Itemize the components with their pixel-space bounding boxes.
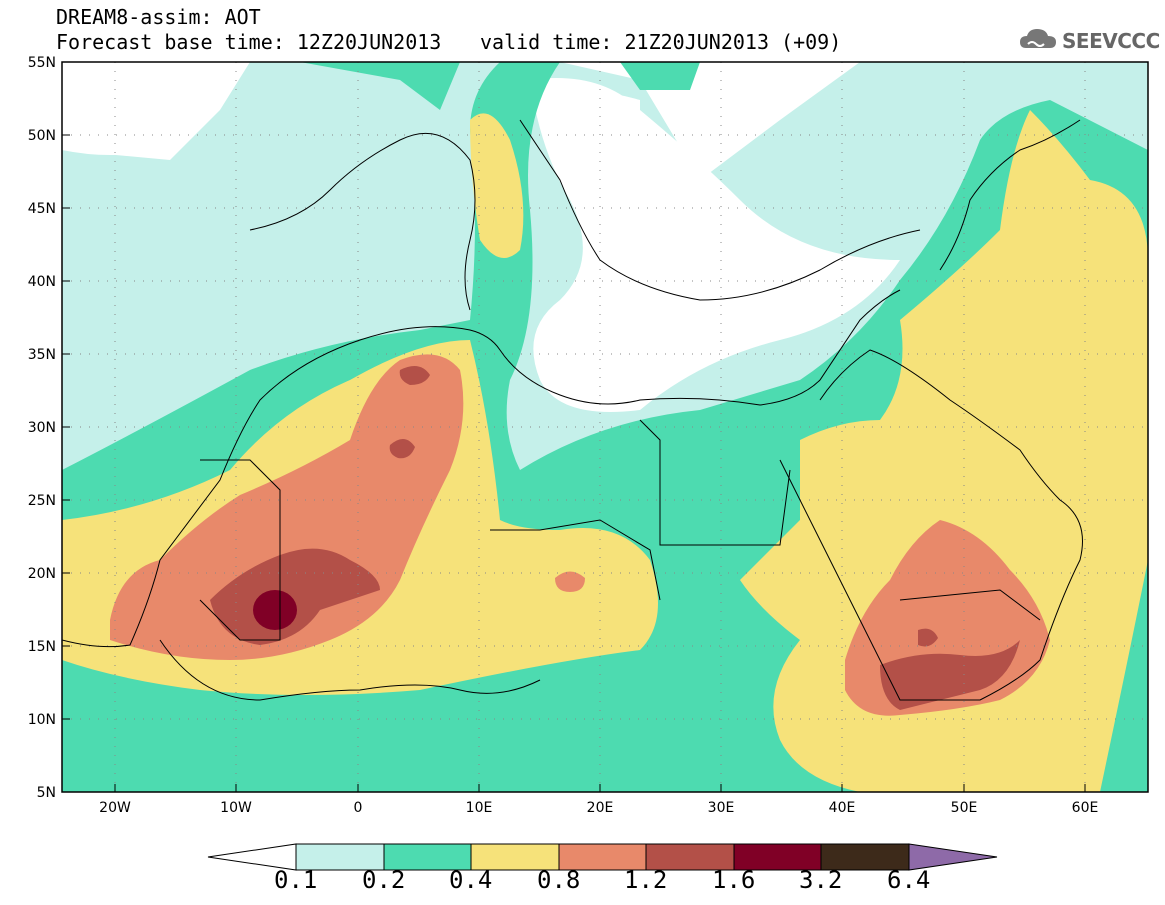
- lat-label: 35N: [28, 347, 56, 363]
- lon-label: 20W: [99, 800, 131, 816]
- colorbar-label: 1.2: [624, 866, 668, 894]
- lon-label: 60E: [1072, 800, 1099, 816]
- coastlines: [62, 119, 1083, 701]
- colorbar-label: 0.4: [449, 866, 493, 894]
- lat-label: 30N: [28, 420, 56, 436]
- lat-label: 25N: [28, 493, 56, 509]
- lon-label: 0: [354, 800, 363, 816]
- lon-label: 50E: [951, 800, 978, 816]
- logo-text: SEEVCCC: [1062, 29, 1160, 53]
- lat-label: 45N: [28, 201, 56, 217]
- colorbar-label: 6.4: [887, 866, 931, 894]
- lon-label: 40E: [829, 800, 856, 816]
- colorbar-segment: [295, 843, 385, 871]
- colorbar-segment: [383, 843, 472, 871]
- colorbar-label: 0.2: [362, 866, 406, 894]
- aot-contour-1.2: [210, 366, 1020, 710]
- colorbar-segment: [470, 843, 560, 871]
- lon-labels: 20W 10W 0 10E 20E 30E 40E 50E 60E: [99, 800, 1098, 816]
- lat-label: 15N: [28, 639, 56, 655]
- lat-label: 5N: [37, 785, 56, 801]
- lat-label: 10N: [28, 712, 56, 728]
- map-title: DREAM8-assim: AOT: [56, 5, 261, 29]
- colorbar-segment: [820, 843, 910, 871]
- lon-label: 20E: [587, 800, 614, 816]
- grid-lines: [62, 62, 1148, 792]
- lon-label: 10W: [220, 800, 252, 816]
- valid-time: valid time: 21Z20JUN2013 (+09): [480, 30, 842, 54]
- colorbar: [207, 843, 998, 871]
- colorbar-segment: [733, 843, 822, 871]
- lon-label: 30E: [708, 800, 735, 816]
- lat-labels: 55N 50N 45N 40N 35N 30N 25N 20N 15N 10N …: [28, 55, 56, 801]
- colorbar-segment: [645, 843, 735, 871]
- lat-label: 50N: [28, 128, 56, 144]
- colorbar-arrow-high: [908, 843, 998, 871]
- forecast-base-time: Forecast base time: 12Z20JUN2013: [56, 30, 442, 54]
- lon-label: 10E: [466, 800, 493, 816]
- lat-label: 55N: [28, 55, 56, 71]
- lat-label: 40N: [28, 274, 56, 290]
- ticks: [62, 61, 1086, 793]
- cloud-icon: [1020, 29, 1056, 48]
- colorbar-label: 3.2: [799, 866, 843, 894]
- colorbar-segment: [558, 843, 647, 871]
- aot-contour-1.6: [253, 590, 297, 630]
- lat-label: 20N: [28, 566, 56, 582]
- colorbar-label: 0.1: [274, 866, 318, 894]
- colorbar-label: 1.6: [712, 866, 756, 894]
- colorbar-label: 0.8: [537, 866, 581, 894]
